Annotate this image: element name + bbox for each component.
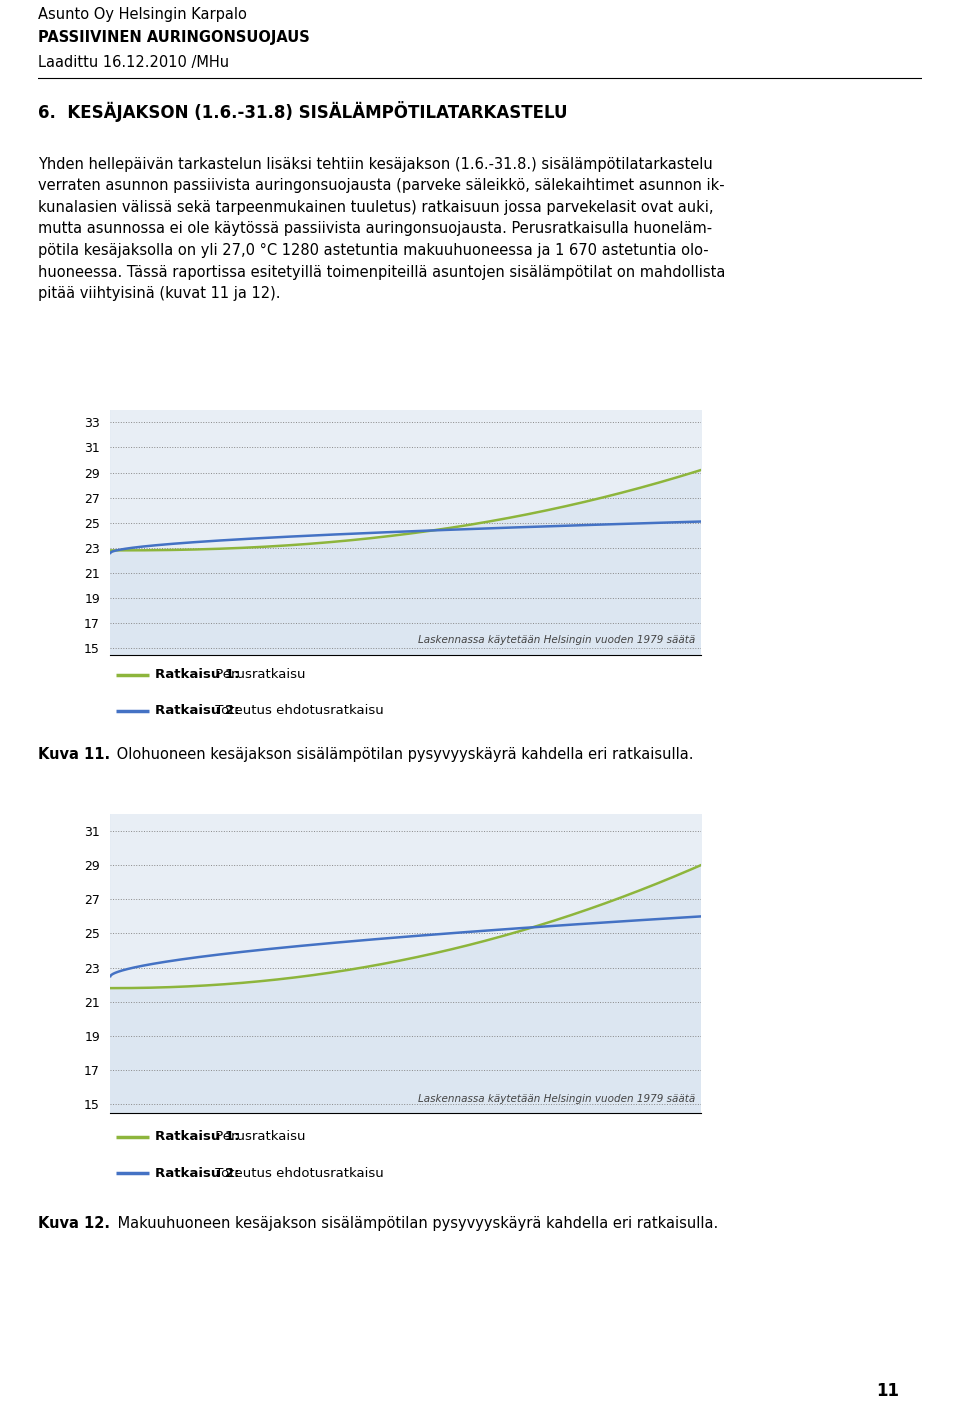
Text: Perusratkaisu: Perusratkaisu <box>211 667 305 682</box>
Text: Yhden hellepäivän tarkastelun lisäksi tehtiin kesäjakson (1.6.-31.8.) sisälämpöt: Yhden hellepäivän tarkastelun lisäksi te… <box>38 157 726 302</box>
Text: Ratkaisu 2:: Ratkaisu 2: <box>155 704 239 717</box>
Text: 6.  KESÄJAKSON (1.6.-31.8) SISÄLÄMPÖTILATARKASTELU: 6. KESÄJAKSON (1.6.-31.8) SISÄLÄMPÖTILAT… <box>38 101 568 122</box>
Text: Ratkaisu 2:: Ratkaisu 2: <box>155 1167 239 1180</box>
Text: Laskennassa käytetään Helsingin vuoden 1979 säätä: Laskennassa käytetään Helsingin vuoden 1… <box>418 635 695 645</box>
Text: Makuuhuoneen kesäjakson sisälämpötilan pysyvyyskäyrä kahdella eri ratkaisulla.: Makuuhuoneen kesäjakson sisälämpötilan p… <box>113 1217 719 1231</box>
Text: Ratkaisu 1:: Ratkaisu 1: <box>155 1130 239 1144</box>
Text: Toteutus ehdotusratkaisu: Toteutus ehdotusratkaisu <box>211 704 383 717</box>
Text: plan: plan <box>779 27 840 50</box>
Text: Laadittu 16.12.2010 /MHu: Laadittu 16.12.2010 /MHu <box>38 55 229 70</box>
Text: Laskennassa käytetään Helsingin vuoden 1979 säätä: Laskennassa käytetään Helsingin vuoden 1… <box>418 1094 695 1104</box>
Text: Kuva 12.: Kuva 12. <box>38 1217 110 1231</box>
Text: Kuva 11.: Kuva 11. <box>38 747 110 761</box>
Text: Toteutus ehdotusratkaisu: Toteutus ehdotusratkaisu <box>211 1167 383 1180</box>
Text: PASSIIVINEN AURINGONSUOJAUS: PASSIIVINEN AURINGONSUOJAUS <box>38 30 310 44</box>
Text: 11: 11 <box>876 1382 900 1400</box>
Text: Olohuoneen kesäjakson sisälämpötilan pysyvyyskäyrä kahdella eri ratkaisulla.: Olohuoneen kesäjakson sisälämpötilan pys… <box>111 747 693 761</box>
Text: Perusratkaisu: Perusratkaisu <box>211 1130 305 1144</box>
Text: opti: opti <box>729 27 777 50</box>
Text: Asunto Oy Helsingin Karpalo: Asunto Oy Helsingin Karpalo <box>38 7 248 23</box>
Text: Ratkaisu 1:: Ratkaisu 1: <box>155 667 239 682</box>
